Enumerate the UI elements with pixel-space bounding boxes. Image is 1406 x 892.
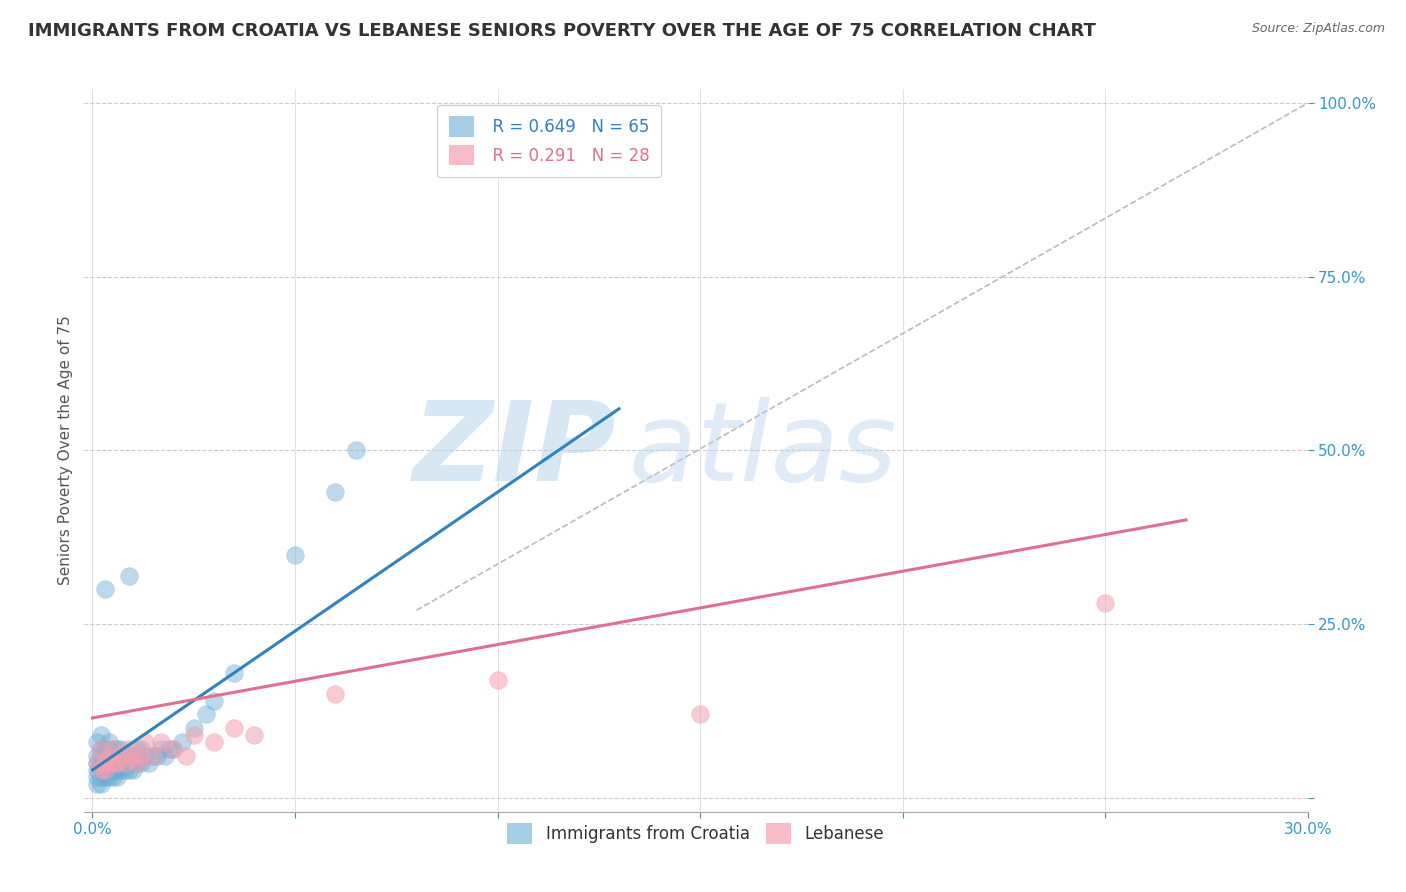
Point xyxy=(101,756,124,770)
Y-axis label: Seniors Poverty Over the Age of 75: Seniors Poverty Over the Age of 75 xyxy=(58,316,73,585)
Point xyxy=(90,763,112,777)
Point xyxy=(1094,596,1116,610)
Point xyxy=(284,548,307,562)
Point xyxy=(344,443,367,458)
Point xyxy=(162,742,184,756)
Point xyxy=(118,742,141,756)
Point xyxy=(97,763,120,777)
Point xyxy=(90,728,112,742)
Point xyxy=(90,756,112,770)
Point xyxy=(194,707,217,722)
Point xyxy=(93,763,115,777)
Point xyxy=(202,735,225,749)
Point xyxy=(90,763,112,777)
Point xyxy=(486,673,509,687)
Point xyxy=(86,763,108,777)
Point xyxy=(110,742,132,756)
Point xyxy=(325,485,347,500)
Point xyxy=(93,763,115,777)
Point xyxy=(118,763,141,777)
Point xyxy=(90,749,112,764)
Point xyxy=(118,568,141,582)
Point xyxy=(90,777,112,791)
Point xyxy=(93,770,115,784)
Legend: Immigrants from Croatia, Lebanese: Immigrants from Croatia, Lebanese xyxy=(501,817,891,850)
Point xyxy=(110,749,132,764)
Point xyxy=(97,770,120,784)
Point xyxy=(101,770,124,784)
Point xyxy=(105,770,128,784)
Point xyxy=(97,735,120,749)
Point xyxy=(142,749,165,764)
Point xyxy=(114,756,136,770)
Point xyxy=(170,735,193,749)
Point xyxy=(183,722,205,736)
Point xyxy=(118,749,141,764)
Point xyxy=(174,749,197,764)
Point xyxy=(93,742,115,756)
Point xyxy=(93,582,115,597)
Point xyxy=(142,749,165,764)
Point xyxy=(105,756,128,770)
Point xyxy=(93,756,115,770)
Point xyxy=(90,770,112,784)
Point xyxy=(134,735,156,749)
Point xyxy=(105,763,128,777)
Text: IMMIGRANTS FROM CROATIA VS LEBANESE SENIORS POVERTY OVER THE AGE OF 75 CORRELATI: IMMIGRANTS FROM CROATIA VS LEBANESE SENI… xyxy=(28,22,1097,40)
Point xyxy=(122,756,145,770)
Point xyxy=(150,735,173,749)
Point xyxy=(129,742,152,756)
Point xyxy=(114,763,136,777)
Point xyxy=(114,749,136,764)
Point xyxy=(122,749,145,764)
Point xyxy=(150,742,173,756)
Point xyxy=(325,687,347,701)
Point xyxy=(125,756,148,770)
Text: atlas: atlas xyxy=(628,397,897,504)
Point xyxy=(689,707,711,722)
Point xyxy=(122,763,145,777)
Point xyxy=(155,749,177,764)
Point xyxy=(129,756,152,770)
Point xyxy=(93,756,115,770)
Point xyxy=(138,756,160,770)
Point xyxy=(125,756,148,770)
Point xyxy=(86,749,108,764)
Point xyxy=(86,735,108,749)
Point xyxy=(183,728,205,742)
Point xyxy=(122,749,145,764)
Text: Source: ZipAtlas.com: Source: ZipAtlas.com xyxy=(1251,22,1385,36)
Point xyxy=(146,749,169,764)
Point xyxy=(243,728,266,742)
Point xyxy=(86,756,108,770)
Point xyxy=(93,749,115,764)
Point xyxy=(101,756,124,770)
Point xyxy=(105,742,128,756)
Point xyxy=(90,742,112,756)
Point xyxy=(97,749,120,764)
Point xyxy=(90,756,112,770)
Point xyxy=(86,777,108,791)
Point xyxy=(90,742,112,756)
Point xyxy=(162,742,184,756)
Point xyxy=(86,756,108,770)
Point xyxy=(224,665,246,680)
Point xyxy=(101,742,124,756)
Point xyxy=(97,756,120,770)
Point xyxy=(125,742,148,756)
Point xyxy=(110,756,132,770)
Point xyxy=(97,749,120,764)
Point xyxy=(202,693,225,707)
Point xyxy=(129,749,152,764)
Point xyxy=(86,770,108,784)
Point xyxy=(101,742,124,756)
Point xyxy=(157,742,180,756)
Point xyxy=(110,763,132,777)
Point xyxy=(224,722,246,736)
Point xyxy=(114,756,136,770)
Point xyxy=(134,749,156,764)
Point xyxy=(105,756,128,770)
Point xyxy=(101,763,124,777)
Text: ZIP: ZIP xyxy=(413,397,616,504)
